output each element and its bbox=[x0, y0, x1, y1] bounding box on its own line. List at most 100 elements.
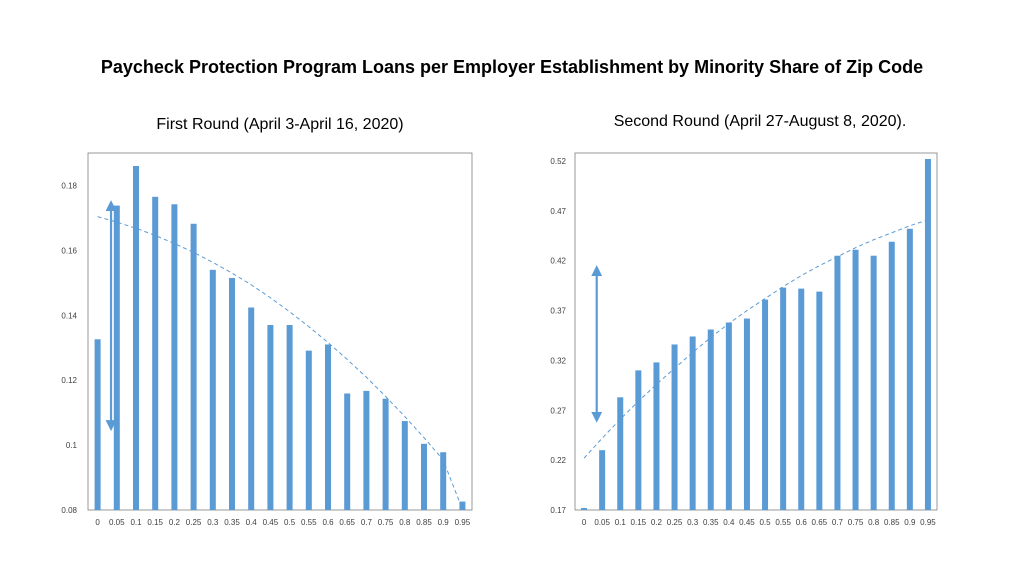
y-tick-label: 0.22 bbox=[550, 456, 566, 465]
bar bbox=[635, 370, 642, 510]
bar bbox=[816, 291, 823, 510]
bar bbox=[906, 228, 913, 510]
y-tick-label: 0.1 bbox=[66, 441, 78, 450]
bar bbox=[888, 241, 895, 510]
bar bbox=[870, 255, 877, 510]
bar bbox=[190, 223, 197, 510]
y-tick-label: 0.14 bbox=[61, 311, 77, 320]
x-tick-label: 0.2 bbox=[651, 518, 663, 527]
bar bbox=[798, 288, 805, 510]
y-tick-label: 0.27 bbox=[550, 406, 566, 415]
x-tick-label: 0.4 bbox=[246, 518, 258, 527]
x-tick-label: 0.3 bbox=[687, 518, 699, 527]
trend-line bbox=[97, 216, 463, 510]
y-tick-label: 0.17 bbox=[550, 506, 566, 515]
bar bbox=[581, 508, 588, 510]
bar bbox=[209, 269, 216, 510]
bar bbox=[152, 196, 159, 510]
x-tick-label: 0.8 bbox=[868, 518, 880, 527]
bar bbox=[286, 325, 293, 510]
bar bbox=[834, 255, 841, 510]
plot-frame bbox=[87, 152, 473, 511]
bar bbox=[440, 452, 447, 510]
bar bbox=[267, 325, 274, 510]
x-tick-label: 0.4 bbox=[723, 518, 735, 527]
trend-line bbox=[583, 219, 929, 459]
x-tick-label: 0.8 bbox=[399, 518, 411, 527]
x-tick-label: 0.6 bbox=[796, 518, 808, 527]
x-tick-label: 0.05 bbox=[594, 518, 610, 527]
x-tick-label: 0.75 bbox=[848, 518, 864, 527]
x-tick-label: 0.65 bbox=[812, 518, 828, 527]
bar bbox=[325, 344, 331, 510]
x-tick-label: 0.55 bbox=[301, 518, 317, 527]
x-tick-label: 0.2 bbox=[169, 518, 181, 527]
bar bbox=[617, 397, 624, 510]
bar bbox=[762, 299, 769, 510]
x-tick-label: 0.45 bbox=[263, 518, 279, 527]
page-title: Paycheck Protection Program Loans per Em… bbox=[100, 57, 924, 77]
chart-title-first-round: First Round (April 3-April 16, 2020) bbox=[156, 116, 404, 133]
bar bbox=[113, 205, 120, 511]
bar bbox=[248, 307, 255, 510]
y-tick-label: 0.52 bbox=[550, 157, 566, 166]
x-tick-label: 0.9 bbox=[438, 518, 450, 527]
x-tick-label: 0.6 bbox=[322, 518, 334, 527]
x-tick-label: 0.95 bbox=[920, 518, 936, 527]
bar bbox=[743, 318, 750, 510]
bar bbox=[94, 339, 101, 510]
x-tick-label: 0.15 bbox=[147, 518, 163, 527]
bar bbox=[725, 322, 732, 510]
x-tick-label: 0.35 bbox=[703, 518, 719, 527]
x-tick-label: 0.7 bbox=[361, 518, 373, 527]
bar bbox=[401, 421, 408, 510]
x-tick-label: 0.55 bbox=[775, 518, 791, 527]
bar bbox=[671, 344, 678, 510]
x-tick-label: 0 bbox=[582, 518, 587, 527]
bar bbox=[305, 350, 312, 510]
x-tick-label: 0.3 bbox=[207, 518, 219, 527]
x-tick-label: 0.9 bbox=[904, 518, 916, 527]
y-tick-label: 0.47 bbox=[550, 207, 566, 216]
bar bbox=[707, 329, 714, 510]
bar bbox=[459, 501, 466, 510]
bar bbox=[924, 158, 931, 510]
chart-title-second-round: Second Round (April 27-August 8, 2020). bbox=[613, 113, 907, 130]
y-tick-label: 0.42 bbox=[550, 257, 566, 266]
y-tick-label: 0.37 bbox=[550, 307, 566, 316]
bar bbox=[363, 390, 370, 510]
x-tick-label: 0.75 bbox=[378, 518, 394, 527]
bar bbox=[133, 165, 139, 510]
y-tick-label: 0.32 bbox=[550, 356, 566, 365]
bar bbox=[344, 393, 351, 510]
y-tick-label: 0.16 bbox=[61, 246, 77, 255]
x-tick-label: 0.45 bbox=[739, 518, 755, 527]
x-tick-label: 0.25 bbox=[667, 518, 683, 527]
plot-frame bbox=[574, 152, 938, 511]
x-tick-label: 0 bbox=[95, 518, 100, 527]
y-tick-label: 0.08 bbox=[61, 506, 77, 515]
y-tick-label: 0.18 bbox=[61, 181, 77, 190]
x-tick-label: 0.95 bbox=[455, 518, 471, 527]
bar bbox=[599, 450, 606, 510]
bar bbox=[852, 249, 859, 510]
x-tick-label: 0.1 bbox=[130, 518, 142, 527]
x-tick-label: 0.7 bbox=[832, 518, 844, 527]
x-tick-label: 0.35 bbox=[224, 518, 240, 527]
bar bbox=[382, 398, 389, 510]
y-tick-label: 0.12 bbox=[61, 376, 77, 385]
x-tick-label: 0.65 bbox=[339, 518, 355, 527]
bar bbox=[689, 336, 696, 510]
bar bbox=[653, 362, 660, 510]
bar bbox=[171, 204, 178, 510]
x-tick-label: 0.85 bbox=[416, 518, 432, 527]
x-tick-label: 0.05 bbox=[109, 518, 125, 527]
x-tick-label: 0.5 bbox=[284, 518, 296, 527]
x-tick-label: 0.1 bbox=[615, 518, 627, 527]
x-tick-label: 0.25 bbox=[186, 518, 202, 527]
x-tick-label: 0.85 bbox=[884, 518, 900, 527]
bar bbox=[229, 277, 235, 510]
x-tick-label: 0.5 bbox=[759, 518, 771, 527]
